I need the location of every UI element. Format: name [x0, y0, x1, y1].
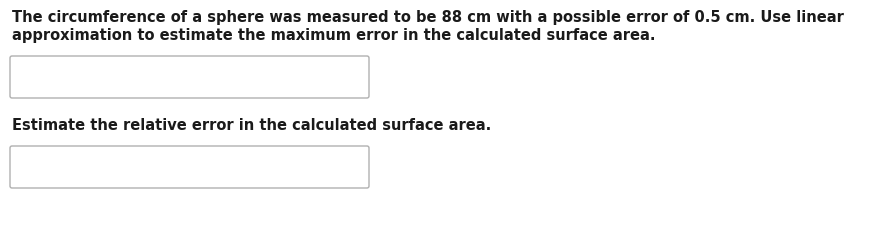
Text: approximation to estimate the maximum error in the calculated surface area.: approximation to estimate the maximum er…: [12, 28, 655, 43]
FancyBboxPatch shape: [10, 146, 369, 188]
Text: The circumference of a sphere was measured to be 88 cm with a possible error of : The circumference of a sphere was measur…: [12, 10, 844, 25]
Text: Estimate the relative error in the calculated surface area.: Estimate the relative error in the calcu…: [12, 118, 491, 133]
FancyBboxPatch shape: [10, 56, 369, 98]
